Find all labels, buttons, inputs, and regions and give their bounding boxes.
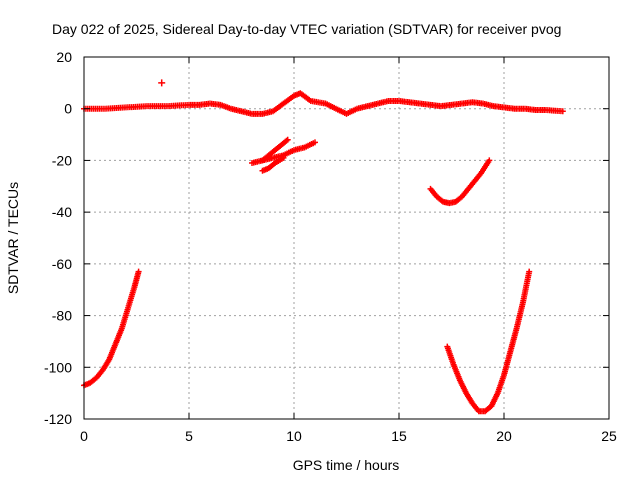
data-point (280, 154, 287, 161)
x-tick-label: 25 (601, 428, 617, 444)
plot-frame (83, 56, 610, 420)
x-tick-label: 10 (286, 428, 302, 444)
data-point (312, 139, 318, 146)
y-axis-label: SDTVAR / TECUs (5, 182, 21, 294)
grid-lines (84, 57, 609, 419)
y-tick-label: -40 (52, 204, 72, 220)
y-tick-label: 0 (64, 101, 72, 117)
y-tick-label: -60 (52, 256, 72, 272)
chart-title: Day 022 of 2025, Sidereal Day-to-day VTE… (52, 21, 561, 37)
data-points (81, 79, 566, 415)
data-point (158, 79, 166, 87)
data-point (284, 136, 291, 143)
x-tick-label: 20 (496, 428, 512, 444)
data-point (559, 108, 566, 115)
y-tick-label: -20 (52, 152, 72, 168)
x-axis-label: GPS time / hours (293, 457, 400, 473)
y-tick-label: -120 (44, 411, 72, 427)
axis-ticks: 0 5 10 15 20 25 20 0 -20 -40 -60 -80 -100 -120 (44, 49, 617, 444)
y-tick-label: -80 (52, 308, 72, 324)
x-tick-label: 5 (185, 428, 193, 444)
data-point (486, 157, 493, 164)
y-tick-label: 20 (56, 49, 72, 65)
x-tick-label: 15 (391, 428, 407, 444)
data-point (526, 268, 533, 275)
data-point (135, 268, 142, 275)
y-tick-label: -100 (44, 359, 72, 375)
x-tick-label: 0 (80, 428, 88, 444)
